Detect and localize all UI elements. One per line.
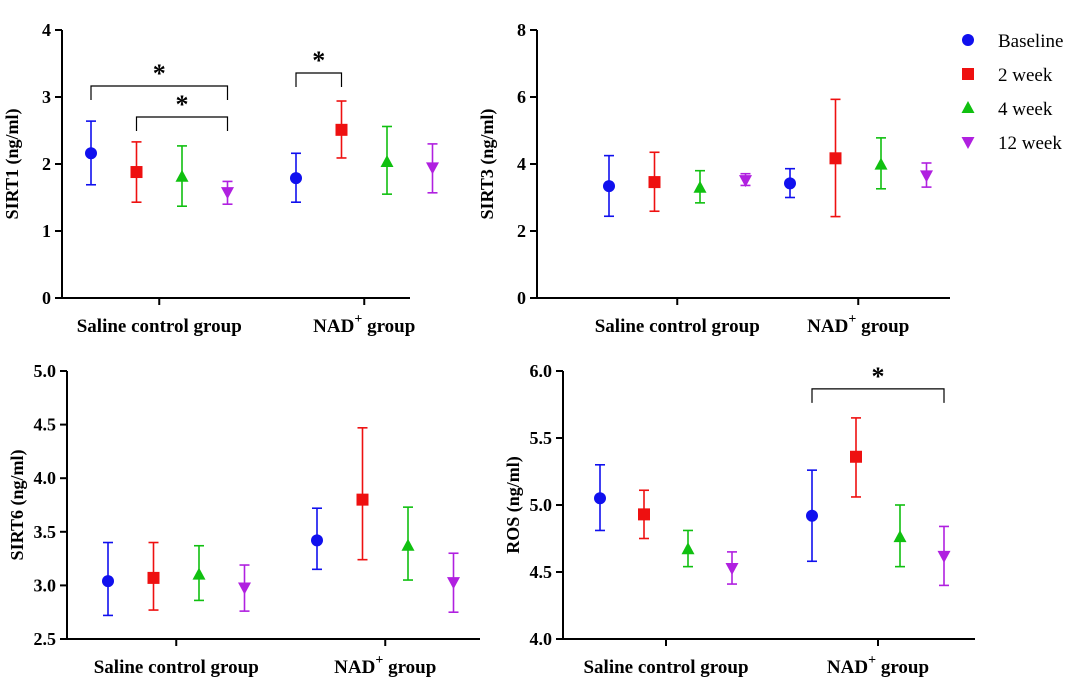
- data-point: [85, 147, 97, 160]
- data-point: [739, 175, 752, 188]
- data-point: [102, 575, 114, 588]
- legend-item: 12 week: [961, 133, 1062, 154]
- y-tick-label: 6: [517, 87, 526, 107]
- x-category-label: NAD+ group: [313, 312, 415, 337]
- legend-item: 2 week: [962, 65, 1053, 86]
- significance-star: *: [872, 362, 885, 391]
- x-category-label: Saline control group: [595, 316, 760, 337]
- y-tick-label: 6.0: [530, 361, 553, 381]
- chart-panel-2: 0 2 4 6 8 Saline control group NAD+ group SIRT3…: [477, 20, 950, 337]
- data-point: [147, 571, 160, 584]
- y-tick-label: 8: [517, 20, 526, 40]
- data-point: [648, 176, 661, 189]
- data-point: [238, 582, 251, 595]
- data-point: [447, 577, 460, 590]
- data-point: [594, 492, 606, 505]
- data-point: [356, 493, 369, 506]
- legend: Baseline 2 week 4 week 12 week: [961, 31, 1063, 154]
- y-axis-title: ROS (ng/ml): [503, 456, 524, 554]
- data-point: [693, 180, 707, 193]
- chart-panel-4: 4.0 4.5 5.0 5.5 6.0 Saline control group NAD+ …: [503, 361, 975, 678]
- significance-star: *: [312, 46, 325, 75]
- data-point: [290, 172, 302, 185]
- y-tick-label: 0: [42, 288, 51, 308]
- data-point: [221, 187, 234, 200]
- data-point: [638, 508, 650, 521]
- legend-marker: [962, 68, 974, 80]
- data-point: [311, 534, 323, 547]
- chart-panel-1: 0 1 2 3 4 Saline control group NAD+ group SIRT1…: [2, 20, 439, 337]
- significance-bracket: [135, 116, 229, 131]
- legend-marker: [961, 101, 975, 113]
- legend-marker: [961, 137, 975, 149]
- data-point: [335, 123, 348, 136]
- y-tick-label: 5.0: [34, 361, 57, 381]
- y-tick-label: 3: [42, 87, 51, 107]
- y-tick-label: 4: [42, 20, 51, 40]
- x-category-label: NAD+ group: [807, 312, 909, 337]
- y-tick-label: 4.5: [34, 415, 57, 435]
- data-point: [937, 550, 951, 563]
- y-tick-label: 5.0: [530, 495, 553, 515]
- y-tick-label: 2: [517, 221, 526, 241]
- y-axis-title: SIRT6 (ng/ml): [7, 450, 28, 561]
- y-tick-label: 4.0: [530, 629, 553, 649]
- data-point: [893, 530, 907, 543]
- y-tick-label: 5.5: [530, 428, 553, 448]
- legend-label: 12 week: [998, 133, 1062, 154]
- significance-star: *: [153, 59, 166, 88]
- legend-label: Baseline: [998, 31, 1063, 52]
- x-category-label: NAD+ group: [334, 653, 436, 678]
- legend-item: 4 week: [961, 99, 1053, 120]
- x-category-label: Saline control group: [583, 657, 748, 678]
- legend-label: 4 week: [998, 99, 1053, 120]
- legend-marker: [962, 34, 974, 46]
- y-tick-label: 4.0: [34, 468, 57, 488]
- data-point: [401, 538, 415, 551]
- y-tick-label: 2.5: [34, 629, 57, 649]
- x-category-label: Saline control group: [77, 316, 242, 337]
- data-point: [806, 509, 818, 522]
- data-point: [920, 170, 933, 183]
- data-point: [380, 154, 394, 167]
- y-axis-title: SIRT1 (ng/ml): [2, 109, 23, 220]
- chart-panel-3: 2.5 3.0 3.5 4.0 4.5 5.0 Saline control group NA…: [7, 361, 480, 678]
- significance-bracket: [295, 72, 343, 87]
- data-point: [192, 567, 206, 580]
- significance-bracket: [90, 85, 229, 100]
- data-point: [725, 562, 739, 575]
- y-axis-title: SIRT3 (ng/ml): [477, 109, 498, 220]
- data-point: [874, 157, 888, 170]
- x-category-label: Saline control group: [94, 657, 259, 678]
- significance-bracket: [811, 388, 945, 403]
- y-tick-label: 1: [42, 221, 51, 241]
- y-tick-label: 4.5: [530, 562, 553, 582]
- legend-label: 2 week: [998, 65, 1053, 86]
- data-point: [784, 177, 796, 190]
- y-tick-label: 2: [42, 154, 51, 174]
- data-point: [603, 180, 615, 193]
- y-tick-label: 4: [517, 154, 526, 174]
- data-point: [850, 450, 862, 463]
- x-category-label: NAD+ group: [827, 653, 929, 678]
- y-tick-label: 0: [517, 288, 526, 308]
- data-point: [130, 166, 143, 179]
- data-point: [829, 152, 842, 165]
- data-point: [681, 542, 695, 555]
- legend-item: Baseline: [962, 31, 1063, 52]
- y-tick-label: 3.0: [34, 575, 57, 595]
- y-tick-label: 3.5: [34, 522, 57, 542]
- data-point: [426, 162, 439, 175]
- significance-star: *: [176, 90, 189, 119]
- data-point: [175, 169, 189, 182]
